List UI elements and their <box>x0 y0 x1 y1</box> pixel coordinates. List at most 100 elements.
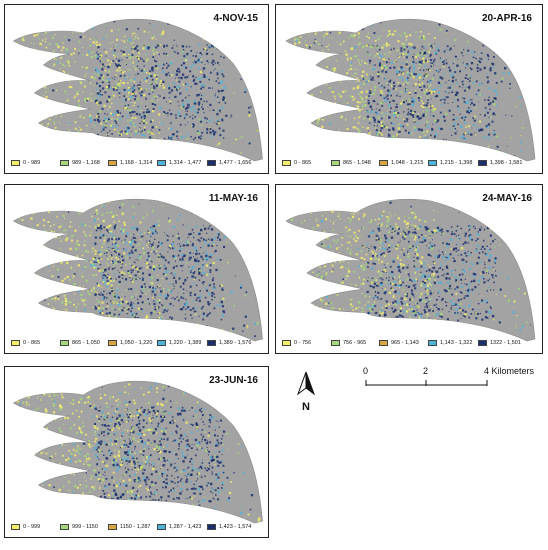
panel-date-title: 4-NOV-15 <box>213 13 258 24</box>
legend-label: 1322 - 1,501 <box>490 340 521 346</box>
legend-item: 1,287 - 1,423 <box>157 521 201 533</box>
scale-tick-2: 2 <box>423 366 429 376</box>
map-canvas <box>285 18 536 162</box>
legend-label: 1,048 - 1,215 <box>391 160 424 166</box>
legend-item: 999 - 1150 <box>60 521 98 533</box>
legend-label: 1,143 - 1,322 <box>440 340 473 346</box>
legend-label: 756 - 965 <box>343 340 367 346</box>
legend-item: 0 - 999 <box>11 521 40 533</box>
legend-label: 865 - 1,048 <box>343 160 371 166</box>
legend-item: 1,389 - 1,576 <box>207 337 251 349</box>
legend-label: 1,423 - 1,574 <box>219 524 252 530</box>
legend-item: 1322 - 1,501 <box>478 337 521 349</box>
north-arrow-icon: N <box>296 371 316 413</box>
legend-label: 0 - 989 <box>23 160 41 166</box>
legend-swatch <box>108 160 117 166</box>
legend-label: 0 - 865 <box>23 340 41 346</box>
panel-legend: 0 - 999 999 - 1150 1150 - 1,287 1,287 - 1,4… <box>11 521 264 533</box>
north-arrow-label: N <box>302 401 310 413</box>
scale-bar: 0 2 4 Kilometers <box>355 366 545 396</box>
legend-item: 0 - 989 <box>11 157 40 169</box>
legend-label: 1,050 - 1,220 <box>120 340 153 346</box>
legend-swatch <box>11 340 20 346</box>
study-area-landmass <box>12 18 263 162</box>
legend-label: 1,168 - 1,314 <box>120 160 153 166</box>
legend-item: 1,048 - 1,215 <box>379 157 423 169</box>
panel-date-title: 24-MAY-16 <box>482 193 532 204</box>
legend-swatch <box>157 340 166 346</box>
legend-item: 1,168 - 1,314 <box>108 157 152 169</box>
legend-item: 989 - 1,168 <box>60 157 100 169</box>
legend-item: 1,398 - 1,581 <box>478 157 522 169</box>
legend-swatch <box>60 524 69 530</box>
legend-swatch <box>207 340 216 346</box>
legend-label: 1,287 - 1,423 <box>169 524 202 530</box>
scale-tick-4: 4 Kilometers <box>484 366 535 376</box>
scale-tick-0: 0 <box>363 366 369 376</box>
legend-item: 1,477 - 1,656 <box>207 157 251 169</box>
map-panel-4-nov-15: 4-NOV-15 0 - 989 989 - 1,168 1,168 - 1,314… <box>4 4 269 174</box>
panel-legend: 0 - 756 756 - 965 965 - 1,143 1,143 - 1,322… <box>282 337 538 349</box>
legend-label: 1,398 - 1,581 <box>490 160 523 166</box>
legend-swatch <box>108 340 117 346</box>
legend-item: 1,220 - 1,389 <box>157 337 201 349</box>
legend-swatch <box>331 340 340 346</box>
legend-item: 1,314 - 1,477 <box>157 157 201 169</box>
panel-legend: 0 - 989 989 - 1,168 1,168 - 1,314 1,314 - 1… <box>11 157 264 169</box>
legend-label: 0 - 756 <box>294 340 312 346</box>
legend-swatch <box>11 160 20 166</box>
map-panel-24-may-16: 24-MAY-16 0 - 756 756 - 965 965 - 1,143 1,1… <box>275 184 543 354</box>
legend-swatch <box>282 160 291 166</box>
panel-legend: 0 - 865 865 - 1,050 1,050 - 1,220 1,220 - 1… <box>11 337 264 349</box>
legend-label: 989 - 1,168 <box>72 160 100 166</box>
map-canvas <box>12 18 263 162</box>
legend-item: 0 - 865 <box>282 157 311 169</box>
legend-swatch <box>428 160 437 166</box>
legend-swatch <box>379 160 388 166</box>
panel-legend: 0 - 865 865 - 1,048 1,048 - 1,215 1,215 - 1… <box>282 157 538 169</box>
map-canvas <box>285 198 536 342</box>
legend-item: 1150 - 1,287 <box>108 521 150 533</box>
legend-label: 965 - 1,143 <box>391 340 419 346</box>
legend-label: 1,220 - 1,389 <box>169 340 202 346</box>
legend-label: 1,314 - 1,477 <box>169 160 202 166</box>
legend-swatch <box>282 340 291 346</box>
legend-label: 1,215 - 1,398 <box>440 160 473 166</box>
legend-label: 999 - 1150 <box>72 524 98 530</box>
map-panel-20-apr-16: 20-APR-16 0 - 865 865 - 1,048 1,048 - 1,21… <box>275 4 543 174</box>
legend-label: 0 - 999 <box>23 524 41 530</box>
legend-swatch <box>157 524 166 530</box>
legend-label: 1150 - 1,287 <box>120 524 151 530</box>
study-area-landmass <box>12 380 263 524</box>
map-canvas <box>12 380 263 524</box>
panel-date-title: 23-JUN-16 <box>209 375 258 386</box>
legend-swatch <box>331 160 340 166</box>
legend-swatch <box>11 524 20 530</box>
panel-date-title: 11-MAY-16 <box>208 193 258 204</box>
map-panel-23-jun-16: 23-JUN-16 0 - 999 999 - 1150 1150 - 1,287 1… <box>4 366 269 538</box>
study-area-landmass <box>285 198 536 342</box>
scale-bar-line <box>365 380 488 386</box>
legend-item: 865 - 1,048 <box>331 157 371 169</box>
legend-item: 1,423 - 1,574 <box>207 521 251 533</box>
legend-item: 1,215 - 1,398 <box>428 157 472 169</box>
legend-item: 0 - 756 <box>282 337 311 349</box>
legend-swatch <box>60 340 69 346</box>
study-area-landmass <box>12 198 263 342</box>
panel-date-title: 20-APR-16 <box>481 13 532 24</box>
map-canvas <box>12 198 263 342</box>
study-area-landmass <box>285 18 536 162</box>
legend-swatch <box>60 160 69 166</box>
legend-item: 1,050 - 1,220 <box>108 337 152 349</box>
legend-swatch <box>428 340 437 346</box>
legend-label: 1,389 - 1,576 <box>219 340 252 346</box>
legend-label: 0 - 865 <box>294 160 312 166</box>
map-panel-11-may-16: 11-MAY-16 0 - 865 865 - 1,050 1,050 - 1,22… <box>4 184 269 354</box>
legend-swatch <box>478 160 487 166</box>
legend-label: 1,477 - 1,656 <box>219 160 252 166</box>
legend-swatch <box>108 524 117 530</box>
legend-swatch <box>478 340 487 346</box>
legend-label: 865 - 1,050 <box>72 340 100 346</box>
legend-item: 965 - 1,143 <box>379 337 419 349</box>
legend-item: 756 - 965 <box>331 337 366 349</box>
